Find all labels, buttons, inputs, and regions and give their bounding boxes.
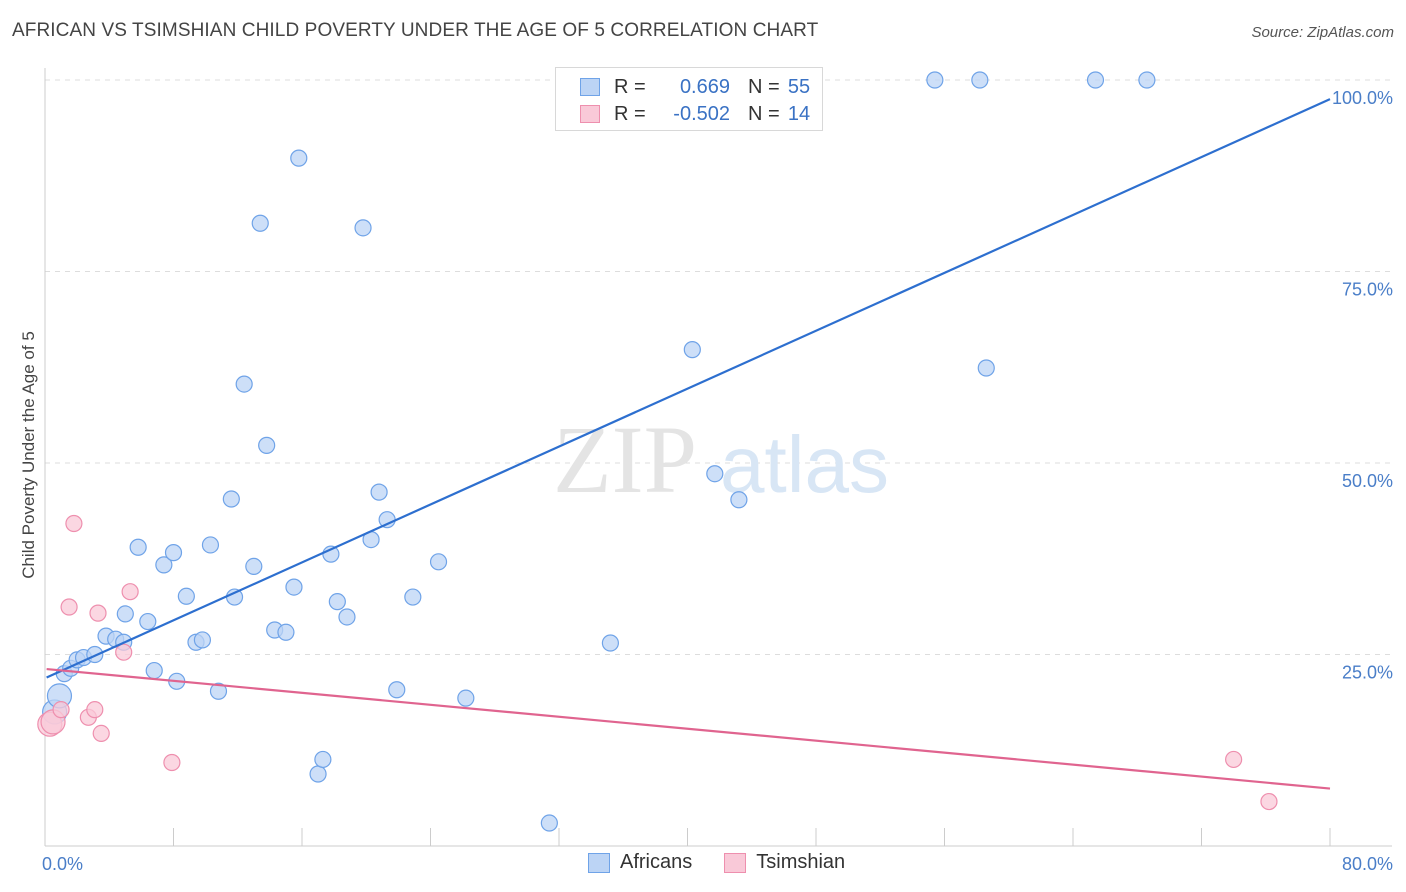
- africans-point: [258, 436, 276, 454]
- watermark-zip: ZIP: [553, 406, 697, 513]
- africans-point: [235, 375, 253, 393]
- stats-legend: R = 0.669 N = 55 R = -0.502 N = 14: [555, 67, 823, 131]
- tsimshian-point: [60, 598, 78, 616]
- legend-row-tsimshian: R = -0.502 N = 14: [580, 101, 814, 127]
- tsimshian-trend-line: [46, 667, 1331, 790]
- africans-points: [42, 71, 1156, 832]
- legend-row-africans: R = 0.669 N = 55: [580, 74, 814, 100]
- tsimshian-point: [65, 514, 83, 533]
- africans-point: [116, 605, 134, 623]
- africans-point: [193, 631, 212, 649]
- legend-swatch-tsimshian: [580, 105, 600, 123]
- legend-r-label: R =: [614, 75, 646, 98]
- tsimshian-point: [1225, 750, 1243, 769]
- tsimshian-point: [52, 701, 70, 719]
- source-credit: Source: ZipAtlas.com: [1251, 24, 1394, 41]
- legend-n-value-tsimshian: 14: [787, 102, 811, 125]
- africans-point: [404, 588, 422, 606]
- africans-point: [285, 578, 303, 596]
- africans-point: [145, 661, 163, 680]
- series-legend: Africans Tsimshian: [588, 851, 877, 874]
- africans-point: [378, 511, 396, 529]
- africans-point: [164, 544, 183, 562]
- africans-point: [926, 71, 944, 89]
- tsimshian-point: [92, 724, 110, 742]
- africans-point: [683, 341, 701, 359]
- africans-point: [388, 681, 406, 699]
- africans-point: [601, 634, 620, 652]
- legend-r-value-africans: 0.669: [679, 75, 730, 98]
- africans-point: [370, 483, 388, 501]
- legend-swatch-africans: [580, 78, 600, 96]
- africans-point: [706, 465, 724, 483]
- africans-point: [277, 623, 295, 641]
- africans-point: [290, 149, 308, 167]
- africans-trend-line: [46, 98, 1331, 679]
- africans-point: [177, 587, 195, 605]
- tsimshian-point: [121, 583, 139, 601]
- tsimshian-point: [89, 604, 107, 622]
- legend-item-africans[interactable]: Africans: [588, 851, 692, 874]
- tsimshian-point: [163, 753, 181, 772]
- legend-label-tsimshian: Tsimshian: [756, 851, 846, 873]
- africans-point: [155, 556, 173, 574]
- legend-swatch-africans: [588, 852, 610, 873]
- x-tick-label-1: 80.0%: [1342, 854, 1393, 874]
- legend-r-label: R =: [614, 102, 646, 125]
- y-tick-label-1: 50.0%: [1342, 471, 1393, 491]
- grid-lines: [45, 79, 1392, 655]
- y-axis-label: Child Poverty Under the Age of 5: [19, 331, 38, 579]
- legend-n-value-africans: 55: [787, 75, 811, 98]
- tsimshian-point: [86, 701, 104, 719]
- africans-point: [429, 553, 448, 571]
- y-tick-label-2: 75.0%: [1342, 280, 1393, 300]
- africans-point: [1086, 71, 1105, 89]
- africans-point: [139, 612, 157, 631]
- legend-swatch-tsimshian: [724, 852, 747, 873]
- africans-point: [971, 71, 989, 89]
- africans-point: [209, 682, 228, 700]
- legend-n-label: N =: [748, 102, 780, 125]
- africans-point: [977, 359, 995, 377]
- y-tick-label-3: 100.0%: [1332, 88, 1393, 108]
- legend-label-africans: Africans: [620, 851, 693, 873]
- africans-point: [328, 593, 346, 611]
- africans-point: [129, 538, 147, 556]
- trend-lines: [46, 98, 1331, 790]
- tsimshian-point: [1260, 792, 1278, 811]
- legend-r-value-tsimshian: -0.502: [673, 102, 730, 125]
- africans-point: [354, 219, 372, 237]
- africans-point: [540, 814, 558, 832]
- axes: [44, 68, 1392, 847]
- tsimshian-point: [115, 643, 133, 661]
- legend-item-tsimshian[interactable]: Tsimshian: [724, 851, 845, 874]
- tsimshian-points: [37, 514, 1278, 811]
- y-tick-label-0: 25.0%: [1342, 663, 1393, 683]
- africans-point: [309, 765, 327, 783]
- watermark-atlas: atlas: [720, 420, 889, 509]
- legend-n-label: N =: [748, 75, 780, 98]
- africans-point: [251, 214, 269, 232]
- africans-point: [201, 536, 220, 554]
- africans-point: [245, 557, 263, 576]
- chart-title: AFRICAN VS TSIMSHIAN CHILD POVERTY UNDER…: [12, 20, 819, 41]
- africans-point: [314, 750, 332, 769]
- africans-point: [338, 608, 356, 626]
- africans-point: [222, 490, 240, 508]
- africans-point: [457, 689, 475, 707]
- tick-labels: 25.0% 50.0% 75.0% 100.0% 0.0% 80.0%: [42, 88, 1393, 874]
- africans-point: [730, 491, 748, 509]
- x-tick-label-0: 0.0%: [42, 854, 83, 874]
- africans-point: [1138, 71, 1156, 89]
- africans-point: [86, 645, 104, 664]
- zipatlas-watermark: ZIP atlas: [553, 406, 889, 513]
